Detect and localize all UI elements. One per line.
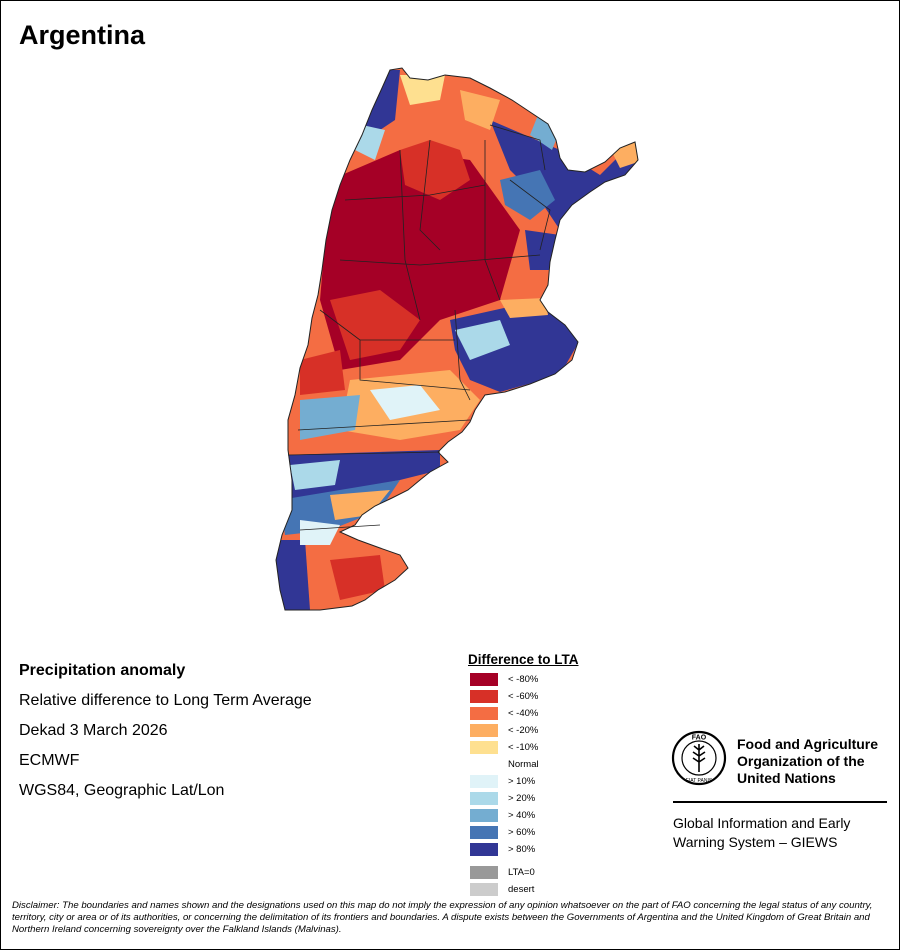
fao-logo: FAO FIAT PANIS	[671, 730, 727, 786]
legend-title: Difference to LTA	[468, 652, 579, 667]
legend-swatch	[470, 866, 498, 879]
legend-item: > 40%	[468, 808, 579, 825]
legend-label: > 10%	[508, 776, 536, 787]
info-subtitle: Relative difference to Long Term Average	[19, 692, 312, 709]
legend-label: < -20%	[508, 725, 539, 736]
province-boundaries	[287, 124, 551, 531]
legend-label: < -80%	[508, 674, 539, 685]
legend-swatch	[470, 707, 498, 720]
legend-item: < -60%	[468, 689, 579, 706]
legend: Difference to LTA < -80% < -60% < -40% <…	[468, 652, 579, 899]
legend-swatch	[470, 775, 498, 788]
legend-item: > 80%	[468, 842, 579, 859]
anomaly-map	[275, 67, 639, 611]
legend-item: < -40%	[468, 706, 579, 723]
legend-swatch	[470, 809, 498, 822]
legend-swatch	[470, 673, 498, 686]
legend-swatch	[470, 792, 498, 805]
legend-label: LTA=0	[508, 867, 535, 878]
legend-item-normal: Normal	[468, 757, 579, 774]
legend-item: < -20%	[468, 723, 579, 740]
legend-swatch	[470, 741, 498, 754]
legend-item-lta-zero: LTA=0	[468, 865, 579, 882]
legend-swatch	[470, 690, 498, 703]
legend-label: desert	[508, 884, 535, 895]
legend-swatch	[470, 724, 498, 737]
legend-label: < -40%	[508, 708, 539, 719]
legend-label: > 20%	[508, 793, 536, 804]
legend-label: > 40%	[508, 810, 536, 821]
info-heading: Precipitation anomaly	[19, 662, 186, 679]
info-period: Dekad 3 March 2026	[19, 722, 168, 739]
fao-logo-motto: FIAT PANIS	[686, 778, 713, 784]
legend-label: Normal	[508, 759, 539, 770]
legend-label: < -60%	[508, 691, 539, 702]
legend-swatch	[470, 843, 498, 856]
page-title: Argentina	[19, 20, 146, 50]
legend-item: < -10%	[468, 740, 579, 757]
legend-item: > 10%	[468, 774, 579, 791]
legend-swatch	[470, 826, 498, 839]
map-info: Precipitation anomaly Relative differenc…	[19, 656, 312, 806]
legend-item: > 60%	[468, 825, 579, 842]
disclaimer-label: Disclaimer:	[12, 900, 60, 911]
fao-name: Food and Agriculture Organization of the…	[737, 736, 879, 786]
legend-item: < -80%	[468, 672, 579, 689]
info-projection: WGS84, Geographic Lat/Lon	[19, 782, 225, 799]
legend-label: > 60%	[508, 827, 536, 838]
disclaimer-text: The boundaries and names shown and the d…	[12, 900, 873, 935]
divider	[673, 801, 887, 803]
info-model: ECMWF	[19, 752, 80, 769]
legend-swatch	[470, 883, 498, 896]
fao-logo-text: FAO	[692, 735, 707, 742]
legend-item: > 20%	[468, 791, 579, 808]
disclaimer: Disclaimer: The boundaries and names sho…	[12, 900, 888, 936]
legend-item-desert: desert	[468, 882, 579, 899]
giews-name: Global Information and Early Warning Sys…	[673, 815, 851, 850]
legend-label: < -10%	[508, 742, 539, 753]
legend-label: > 80%	[508, 844, 536, 855]
